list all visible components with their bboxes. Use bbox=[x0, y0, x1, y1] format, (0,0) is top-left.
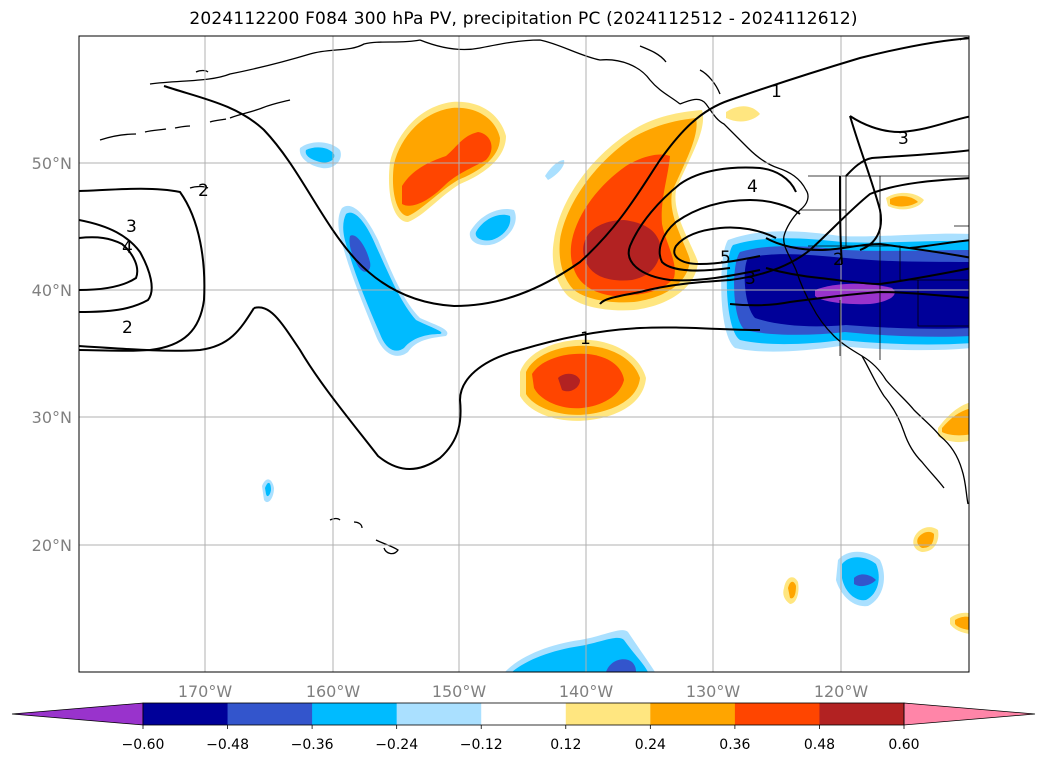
coastlines bbox=[99, 37, 969, 555]
pv-contour-labels: 1 1 2 2 2 3 3 3 4 4 5 bbox=[122, 82, 909, 349]
contour-label: 2 bbox=[198, 181, 209, 201]
lon-label: 150°W bbox=[432, 682, 487, 701]
colorbar-bin bbox=[143, 703, 229, 725]
contour-label: 3 bbox=[898, 129, 909, 149]
colorbar-over-extension bbox=[903, 702, 1036, 726]
colorbar-bin bbox=[312, 703, 398, 725]
lat-label: 50°N bbox=[32, 154, 72, 173]
contour-label: 3 bbox=[745, 269, 756, 289]
colorbar-bin bbox=[650, 703, 736, 725]
contour-label: 4 bbox=[122, 238, 133, 258]
colorbar-tick-label: 0.12 bbox=[550, 737, 581, 753]
contour-label: 2 bbox=[833, 250, 844, 270]
lon-label: 130°W bbox=[686, 682, 741, 701]
colorbar-tick-label: 0.48 bbox=[804, 737, 835, 753]
pv-contour-1 bbox=[163, 37, 969, 308]
contour-label: 1 bbox=[580, 329, 591, 349]
colorbar-tick-label: 0.60 bbox=[888, 737, 919, 753]
colorbar-bin bbox=[396, 703, 482, 725]
contour-label: 4 bbox=[747, 177, 758, 197]
precip-shading bbox=[262, 101, 969, 672]
latitude-labels: 50°N 40°N 30°N 20°N bbox=[32, 154, 72, 555]
colorbar-outline bbox=[142, 702, 905, 726]
colorbar: −0.60 −0.48 −0.36 −0.24 −0.12 0.12 0.24 0.36 0.4… bbox=[11, 702, 1036, 753]
pv-contour-2 bbox=[79, 187, 206, 352]
pv-contour-5 bbox=[673, 226, 777, 266]
lat-label: 30°N bbox=[32, 408, 72, 427]
longitude-labels: 170°W 160°W 150°W 140°W 130°W 120°W bbox=[178, 682, 869, 701]
colorbar-under-extension bbox=[11, 702, 144, 726]
colorbar-tick-label: 0.36 bbox=[719, 737, 750, 753]
lon-label: 170°W bbox=[178, 682, 233, 701]
colorbar-tick-label: 0.24 bbox=[635, 737, 666, 753]
lat-label: 40°N bbox=[32, 281, 72, 300]
graticule bbox=[79, 36, 969, 672]
colorbar-tick-label: −0.24 bbox=[375, 737, 418, 753]
pv-contour-3 bbox=[599, 177, 969, 305]
contour-label: 1 bbox=[771, 82, 782, 102]
map-title: 2024112200 F084 300 hPa PV, precipitatio… bbox=[189, 9, 858, 29]
lon-label: 140°W bbox=[559, 682, 614, 701]
lon-label: 120°W bbox=[814, 682, 869, 701]
map-plot-area: 1 1 2 2 2 3 3 3 4 4 5 bbox=[79, 36, 969, 672]
colorbar-tick-label: −0.12 bbox=[460, 737, 503, 753]
colorbar-tick-label: −0.36 bbox=[291, 737, 334, 753]
lon-label: 160°W bbox=[306, 682, 361, 701]
colorbar-tick-label: −0.60 bbox=[122, 737, 165, 753]
colorbar-bin bbox=[734, 703, 820, 725]
plot-frame bbox=[78, 35, 970, 673]
colorbar-bin bbox=[481, 703, 567, 725]
colorbar-tick-label: −0.48 bbox=[206, 737, 249, 753]
colorbar-bin bbox=[227, 703, 313, 725]
pv-contours bbox=[79, 37, 969, 470]
contour-label: 3 bbox=[126, 217, 137, 237]
pv-contour-4 bbox=[627, 166, 797, 282]
colorbar-bin bbox=[819, 703, 905, 725]
contour-label: 2 bbox=[122, 318, 133, 338]
lat-label: 20°N bbox=[32, 536, 72, 555]
contour-label: 5 bbox=[720, 248, 731, 268]
colorbar-bin bbox=[565, 703, 651, 725]
